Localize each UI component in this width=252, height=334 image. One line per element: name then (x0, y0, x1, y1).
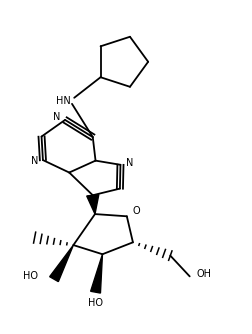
Text: N: N (31, 156, 38, 166)
Polygon shape (87, 194, 99, 214)
Text: HO: HO (23, 271, 38, 281)
Text: N: N (126, 158, 133, 168)
Polygon shape (91, 254, 103, 293)
Text: OH: OH (196, 270, 211, 280)
Text: N: N (52, 112, 60, 122)
Text: O: O (133, 206, 140, 216)
Text: N: N (89, 197, 97, 207)
Text: HO: HO (88, 298, 103, 308)
Polygon shape (50, 245, 73, 282)
Text: HN: HN (56, 96, 71, 106)
